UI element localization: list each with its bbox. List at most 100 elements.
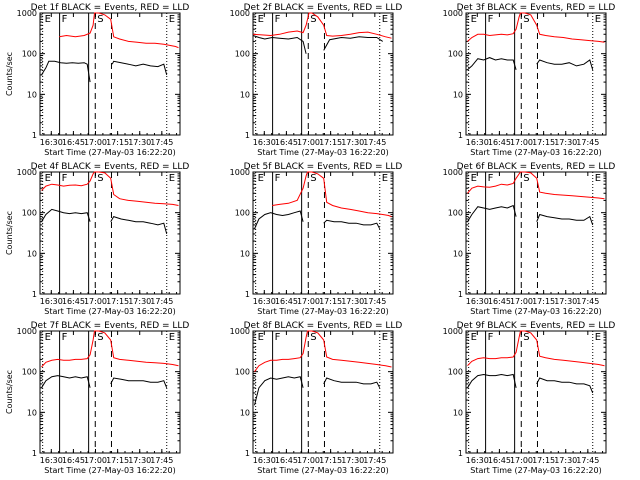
x-axis-label: Start Time (27-May-03 16:22:20) <box>257 148 388 157</box>
marker-label: E <box>258 332 264 343</box>
chart-title: Det 3f BLACK = Events, RED = LLD <box>457 3 616 13</box>
marker-label: S <box>97 173 103 184</box>
chart-panel-6: Det 6f BLACK = Events, RED = LLD 1 10 100 10… <box>443 162 616 316</box>
x-tick-label: 17:45 <box>150 297 173 306</box>
x-tick-label: 16:30 <box>466 297 489 306</box>
x-tick-label: 17:15 <box>106 297 129 306</box>
events-series-line <box>41 375 91 389</box>
x-tick-label: 17:45 <box>150 138 173 147</box>
events-series-line <box>536 59 594 70</box>
y-tick-label: 1000 <box>17 9 37 18</box>
events-series-line <box>467 57 517 71</box>
y-tick-label: 1000 <box>443 9 463 18</box>
x-tick-label: 17:45 <box>363 138 386 147</box>
marker-label: E <box>382 173 388 184</box>
lld-series-line <box>467 330 605 367</box>
x-tick-label: 17:30 <box>341 297 364 306</box>
marker-label: E <box>471 332 477 343</box>
y-tick-label: 1 <box>458 290 463 299</box>
y-axis-label: Counts/sec <box>5 370 14 414</box>
y-tick-label: 1000 <box>17 327 37 336</box>
y-axis-label: Counts/sec <box>5 52 14 96</box>
y-tick-label: 1 <box>245 449 250 458</box>
events-series-line <box>111 60 168 76</box>
marker-label: E <box>258 14 264 25</box>
x-axis-label: Start Time (27-May-03 16:22:20) <box>257 466 388 475</box>
x-tick-label: 17:30 <box>128 138 151 147</box>
chart-title: Det 7f BLACK = Events, RED = LLD <box>31 321 190 331</box>
x-tick-label: 17:15 <box>319 138 342 147</box>
x-tick-label: 17:45 <box>576 138 599 147</box>
marker-label: F <box>275 332 281 343</box>
chart-panel-1: Det 1f BLACK = Events, RED = LLD 1 10 100 10… <box>5 3 189 157</box>
x-tick-label: 16:30 <box>253 297 276 306</box>
x-axis-label: Start Time (27-May-03 16:22:20) <box>470 466 601 475</box>
marker-label: E <box>471 14 477 25</box>
marker-label: S <box>97 14 103 25</box>
y-tick-label: 10 <box>27 408 37 417</box>
marker-label: E <box>382 332 388 343</box>
marker-label: F <box>62 14 68 25</box>
y-tick-label: 10 <box>240 249 250 258</box>
events-series-line <box>323 219 381 230</box>
y-tick-label: 1000 <box>230 327 250 336</box>
y-tick-label: 1000 <box>230 9 250 18</box>
chart-title: Det 4f BLACK = Events, RED = LLD <box>31 162 190 172</box>
x-tick-label: 16:45 <box>275 297 298 306</box>
marker-label: E <box>595 14 601 25</box>
y-tick-label: 1000 <box>230 168 250 177</box>
y-tick-label: 1 <box>245 290 250 299</box>
marker-label: F <box>488 332 494 343</box>
x-tick-label: 17:15 <box>532 456 555 465</box>
chart-title: Det 6f BLACK = Events, RED = LLD <box>457 162 616 172</box>
x-tick-label: 17:30 <box>128 297 151 306</box>
marker-label: E <box>258 173 264 184</box>
y-tick-label: 1 <box>32 290 37 299</box>
y-tick-label: 10 <box>240 408 250 417</box>
x-tick-label: 17:00 <box>84 138 107 147</box>
chart-panel-2: Det 2f BLACK = Events, RED = LLD 1 10 100 10… <box>230 3 403 157</box>
y-tick-label: 100 <box>448 50 463 59</box>
marker-label: F <box>488 14 494 25</box>
chart-panel-3: Det 3f BLACK = Events, RED = LLD 1 10 100 10… <box>443 3 616 157</box>
x-tick-label: 17:00 <box>84 456 107 465</box>
chart-title: Det 5f BLACK = Events, RED = LLD <box>244 162 403 172</box>
x-tick-label: 16:45 <box>62 297 85 306</box>
x-tick-label: 16:45 <box>62 456 85 465</box>
events-series-line <box>41 60 91 83</box>
marker-label: F <box>275 173 281 184</box>
x-tick-label: 17:30 <box>554 456 577 465</box>
y-tick-label: 10 <box>27 90 37 99</box>
lld-series-line <box>467 12 605 43</box>
y-tick-label: 10 <box>453 249 463 258</box>
y-tick-label: 10 <box>453 90 463 99</box>
y-tick-label: 10 <box>453 408 463 417</box>
x-tick-label: 17:15 <box>106 456 129 465</box>
x-tick-label: 17:45 <box>150 456 173 465</box>
marker-label: F <box>275 14 281 25</box>
x-tick-label: 16:45 <box>275 456 298 465</box>
x-tick-label: 16:30 <box>466 138 489 147</box>
x-tick-label: 17:15 <box>532 297 555 306</box>
y-tick-label: 10 <box>240 90 250 99</box>
y-tick-label: 1 <box>245 131 250 140</box>
y-tick-label: 1 <box>458 449 463 458</box>
x-tick-label: 17:30 <box>554 138 577 147</box>
x-tick-label: 17:45 <box>576 297 599 306</box>
events-series-line <box>254 376 304 406</box>
x-tick-label: 17:30 <box>128 456 151 465</box>
x-tick-label: 17:00 <box>510 456 533 465</box>
x-axis-label: Start Time (27-May-03 16:22:20) <box>44 148 175 157</box>
x-tick-label: 17:00 <box>297 297 320 306</box>
events-series-line <box>110 377 168 388</box>
chart-panel-7: Det 7f BLACK = Events, RED = LLD 1 10 100 10… <box>5 321 189 475</box>
marker-label: E <box>45 173 51 184</box>
y-tick-label: 100 <box>235 209 250 218</box>
events-series-line <box>323 377 381 389</box>
y-tick-label: 1000 <box>443 168 463 177</box>
marker-label: E <box>471 173 477 184</box>
events-series-line <box>536 377 594 394</box>
y-tick-label: 100 <box>235 368 250 377</box>
